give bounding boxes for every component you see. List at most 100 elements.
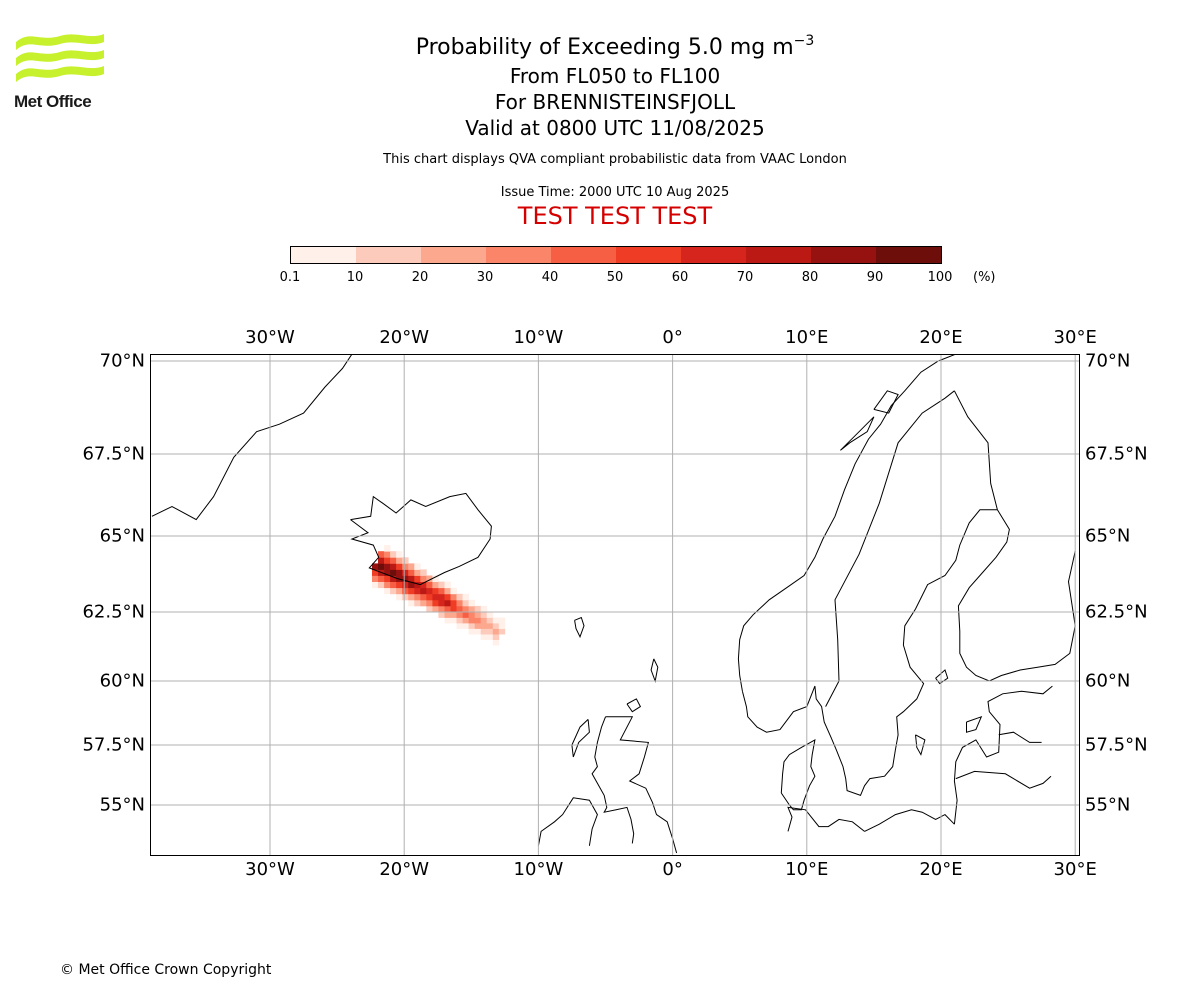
plume-cell bbox=[420, 569, 427, 576]
plume-cell bbox=[384, 587, 391, 595]
plume-cell bbox=[474, 612, 482, 618]
plume-cell bbox=[432, 575, 439, 582]
longitude-label: 0° bbox=[662, 859, 683, 880]
plume-cell bbox=[474, 605, 482, 613]
plume-cell bbox=[390, 587, 397, 595]
colorbar-tick-label: 100 bbox=[927, 270, 953, 285]
longitude-label: 20°W bbox=[379, 327, 430, 348]
plume-cell bbox=[384, 551, 391, 558]
colorbar-tick-label: 40 bbox=[541, 270, 559, 285]
ireland-coast bbox=[537, 797, 598, 846]
colorbar-segment bbox=[616, 247, 681, 263]
hebrides-coast bbox=[571, 719, 590, 758]
plume-cell bbox=[486, 628, 494, 635]
plume-cell bbox=[420, 587, 427, 595]
latitude-label: 62.5°N bbox=[1085, 601, 1148, 623]
plume-cell bbox=[498, 628, 506, 635]
plume-cell bbox=[468, 612, 475, 618]
denmark-coast bbox=[780, 738, 816, 811]
plume-cell bbox=[414, 581, 421, 589]
plume-cell bbox=[444, 593, 451, 601]
colorbar-tick-label: 20 bbox=[411, 270, 429, 285]
volcano-name: For BRENNISTEINSFJOLL bbox=[494, 90, 736, 114]
plume-cell bbox=[456, 623, 463, 629]
gotland-coast bbox=[915, 734, 926, 756]
chart-title: Probability of Exceeding 5.0 mg m−3 bbox=[300, 26, 930, 63]
scotland-west bbox=[591, 716, 635, 844]
plume-cell bbox=[480, 617, 488, 624]
plume-cell bbox=[396, 557, 403, 564]
greenland-coast bbox=[151, 345, 358, 521]
plume-cell bbox=[432, 605, 439, 613]
ash-probability-plume bbox=[372, 545, 506, 646]
plume-cell bbox=[498, 617, 506, 624]
plume-cell bbox=[384, 569, 391, 576]
faroe-coast bbox=[574, 616, 585, 639]
saaremaa-coast bbox=[966, 715, 983, 733]
plume-cell bbox=[432, 581, 439, 589]
colorbar-tick-label: 10 bbox=[346, 270, 364, 285]
plume-cell bbox=[420, 575, 427, 582]
plume-cell bbox=[456, 617, 463, 624]
colorbar-tick-label: 50 bbox=[606, 270, 624, 285]
latitude-label: 57.5°N bbox=[82, 734, 145, 756]
plume-cell bbox=[432, 599, 439, 607]
plume-cell bbox=[462, 605, 469, 613]
plume-cell bbox=[414, 593, 421, 601]
plume-cell bbox=[456, 599, 463, 607]
plume-cell bbox=[438, 593, 445, 601]
latitude-label: 65°N bbox=[99, 525, 145, 547]
baltic-borders bbox=[955, 770, 1052, 789]
plume-cell bbox=[402, 575, 409, 582]
aland-coast bbox=[935, 669, 949, 685]
copyright-notice: © Met Office Crown Copyright bbox=[60, 962, 272, 978]
plume-cell bbox=[420, 581, 427, 589]
plume-cell bbox=[444, 599, 451, 607]
plume-cell bbox=[384, 545, 391, 552]
plume-cell bbox=[456, 612, 463, 618]
plume-cell bbox=[420, 599, 427, 607]
plume-cell bbox=[450, 612, 457, 618]
colorbar-segment bbox=[291, 247, 356, 263]
longitude-label: 0° bbox=[662, 327, 683, 348]
longitude-label: 30°E bbox=[1053, 327, 1097, 348]
plume-cell bbox=[384, 575, 391, 582]
longitude-label: 20°E bbox=[919, 859, 963, 880]
longitude-label: 20°W bbox=[379, 859, 430, 880]
plume-cell bbox=[492, 628, 500, 635]
plume-cell bbox=[480, 628, 488, 635]
plume-cell bbox=[492, 617, 500, 624]
plume-cell bbox=[450, 587, 457, 595]
plume-cell bbox=[414, 587, 421, 595]
colorbar-unit: (%) bbox=[973, 270, 996, 285]
met-office-logo-text: Met Office bbox=[14, 92, 92, 111]
plume-cell bbox=[456, 593, 463, 601]
plume-cell bbox=[402, 593, 409, 601]
germany-coast bbox=[787, 806, 865, 832]
plume-cell bbox=[438, 605, 445, 613]
plume-cell bbox=[438, 581, 445, 589]
met-office-logo: Met Office bbox=[14, 30, 106, 114]
plume-cell bbox=[426, 605, 433, 613]
plume-cell bbox=[468, 605, 475, 613]
colorbar-segment bbox=[876, 247, 941, 263]
plume-cell bbox=[438, 587, 445, 595]
plume-cell bbox=[438, 599, 445, 607]
graticule bbox=[151, 355, 1079, 855]
plume-cell bbox=[426, 599, 433, 607]
plume-cell bbox=[462, 612, 469, 618]
plume-cell bbox=[486, 634, 494, 640]
plume-cell bbox=[408, 587, 415, 595]
orkney-coast bbox=[626, 698, 642, 713]
plume-cell bbox=[396, 563, 403, 570]
title-exponent: −3 bbox=[793, 33, 815, 49]
colorbar-tick-label: 0.1 bbox=[279, 270, 301, 285]
plume-cell bbox=[372, 563, 379, 570]
plume-cell bbox=[390, 557, 397, 564]
latitude-label: 70°N bbox=[99, 350, 145, 372]
longitude-label: 10°E bbox=[785, 327, 829, 348]
plume-cell bbox=[474, 623, 482, 629]
plume-cell bbox=[420, 593, 427, 601]
plume-cell bbox=[378, 581, 385, 589]
plume-cell bbox=[432, 587, 439, 595]
